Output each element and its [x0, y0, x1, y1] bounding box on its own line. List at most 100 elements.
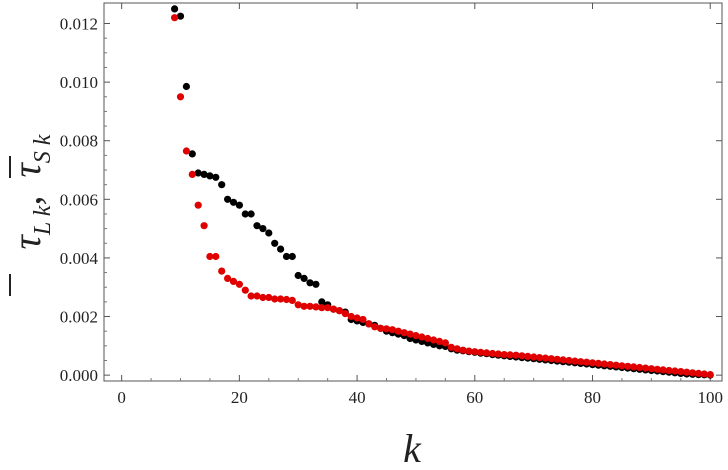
y-title-sub-1: L k	[30, 205, 56, 236]
black-point	[253, 222, 261, 230]
y-tick-label: 0.012	[60, 15, 98, 34]
red-point	[636, 363, 644, 372]
black-point	[212, 173, 220, 181]
red-point	[229, 277, 238, 285]
red-point	[483, 349, 491, 357]
red-point	[694, 369, 703, 377]
y-tick-label: 0.002	[60, 308, 98, 327]
black-point	[218, 181, 226, 189]
black-point	[312, 280, 320, 288]
red-point	[171, 14, 179, 22]
black-point	[241, 210, 249, 218]
x-tick-label: 100	[697, 388, 723, 407]
red-point	[282, 295, 291, 304]
red-point	[424, 334, 432, 343]
red-point	[530, 353, 538, 361]
red-point	[347, 312, 355, 321]
red-point	[600, 360, 608, 368]
red-point	[641, 364, 650, 372]
red-point	[577, 358, 585, 366]
red-point	[324, 304, 332, 312]
red-point	[647, 365, 656, 373]
red-point	[524, 352, 532, 360]
red-point	[200, 222, 208, 230]
red-point	[612, 361, 620, 369]
red-point	[182, 147, 190, 155]
black-point	[229, 198, 238, 206]
svg-text:τL k,τS k: τL k,τS k	[4, 134, 56, 249]
red-point	[512, 351, 520, 359]
red-point	[388, 326, 396, 334]
red-point	[677, 368, 685, 376]
black-point	[282, 252, 291, 261]
y-axis-title: τL k,τS k	[4, 134, 56, 296]
red-point	[312, 303, 320, 311]
axis-ticks	[104, 3, 722, 381]
red-point	[247, 292, 255, 300]
red-point	[400, 329, 408, 337]
black-point	[206, 172, 214, 180]
black-point	[200, 170, 208, 178]
black-point	[188, 150, 196, 158]
red-point	[465, 347, 473, 355]
black-point	[306, 279, 314, 287]
red-point	[500, 351, 508, 359]
black-point	[194, 169, 202, 177]
x-tick-label: 0	[117, 388, 126, 407]
red-point	[453, 345, 461, 353]
red-point	[559, 356, 567, 364]
red-point	[518, 352, 526, 360]
y-title-symbol-2: τ	[4, 162, 49, 178]
black-point	[271, 239, 279, 247]
black-point	[235, 201, 243, 209]
red-point	[583, 358, 591, 366]
y-tick-label: 0.008	[60, 132, 98, 151]
red-point	[265, 293, 273, 302]
red-point	[477, 348, 485, 356]
red-point	[541, 354, 550, 362]
red-point	[689, 369, 697, 377]
red-point	[335, 307, 343, 315]
black-point	[171, 5, 179, 13]
red-point	[547, 355, 555, 363]
y-title-sub-2: S k	[30, 134, 56, 163]
red-point	[306, 302, 314, 310]
red-point	[382, 325, 391, 333]
red-point	[535, 354, 544, 362]
red-point	[706, 371, 714, 379]
red-point	[353, 314, 361, 322]
red-point	[365, 320, 373, 328]
red-point	[206, 252, 214, 261]
red-point	[506, 351, 514, 359]
red-point	[618, 362, 626, 370]
red-point	[459, 346, 467, 354]
red-point	[235, 280, 243, 288]
red-point	[394, 327, 402, 335]
black-point	[300, 274, 308, 282]
red-point	[553, 355, 561, 363]
black-point	[288, 252, 296, 261]
red-point	[288, 296, 296, 304]
x-tick-label: 80	[584, 388, 601, 407]
y-tick-label: 0.004	[60, 249, 99, 268]
x-tick-label: 40	[349, 388, 366, 407]
red-point	[435, 337, 444, 345]
red-point	[683, 368, 691, 376]
red-point	[218, 267, 226, 275]
tick-labels: 0 20 40 60 80 100 0.000 0.002 0.004 0.006 0.008 0.0…	[60, 15, 723, 407]
red-point	[418, 333, 426, 341]
red-point	[588, 359, 597, 367]
black-point	[224, 195, 232, 203]
red-point	[359, 315, 367, 324]
red-point	[224, 274, 232, 282]
red-point	[471, 348, 479, 356]
black-point	[247, 210, 255, 218]
black-point	[265, 229, 273, 237]
red-point	[571, 357, 579, 365]
red-point	[494, 350, 502, 358]
red-point	[671, 367, 679, 375]
red-point	[300, 302, 308, 310]
red-point	[665, 366, 673, 375]
red-point	[606, 361, 614, 369]
x-tick-label: 60	[466, 388, 483, 407]
